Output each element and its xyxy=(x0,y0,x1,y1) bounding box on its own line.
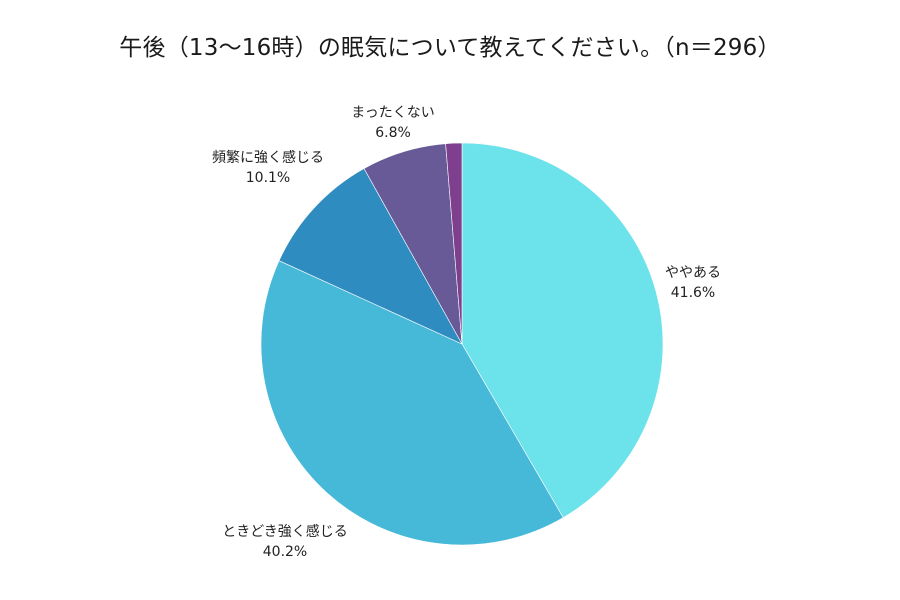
slice-label-value: 6.8% xyxy=(375,125,411,141)
pie-slice xyxy=(260,260,564,546)
pie-slice xyxy=(445,142,463,345)
slice-label-name: ややある xyxy=(665,265,721,281)
slice-label-name: ときどき強く感じる xyxy=(222,524,348,540)
slice-label-tokidoki: ときどき強く感じる 40.2% xyxy=(222,522,348,562)
slice-label-name: まったくない xyxy=(351,105,435,121)
slice-label-hinpan: 頻繁に強く感じる 10.1% xyxy=(212,148,324,188)
slice-label-value: 40.2% xyxy=(262,544,308,560)
slice-label-yaya-aru: ややある 41.6% xyxy=(665,263,721,303)
pie-slice xyxy=(461,142,664,519)
slice-label-mattaku-nai: まったくない 6.8% xyxy=(351,103,434,143)
chart-title: 午後（13〜16時）の眠気について教えてください。（n＝296） xyxy=(119,35,781,61)
slice-label-value: 41.6% xyxy=(670,285,716,301)
slice-label-value: 10.1% xyxy=(245,170,291,186)
pie-slice xyxy=(278,168,463,345)
slice-label-name: 頻繁に強く感じる xyxy=(212,150,324,166)
